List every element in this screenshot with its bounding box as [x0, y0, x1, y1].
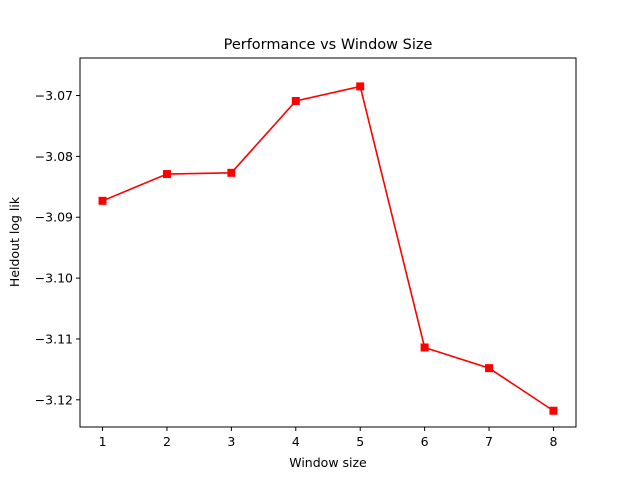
x-tick-label: 5 — [356, 434, 364, 449]
data-point-marker — [356, 82, 365, 91]
x-tick-label: 3 — [227, 434, 235, 449]
x-tick-label: 7 — [485, 434, 493, 449]
y-axis-label: Heldout log lik — [7, 196, 22, 287]
data-point-marker — [98, 196, 107, 205]
data-point-marker — [485, 364, 494, 373]
x-tick-label: 1 — [99, 434, 107, 449]
y-tick-label: −3.07 — [35, 88, 73, 103]
y-tick-label: −3.09 — [35, 210, 73, 225]
x-tick-label: 2 — [163, 434, 171, 449]
data-point-marker — [291, 97, 300, 106]
plot-area-frame — [79, 57, 577, 428]
y-tick-label: −3.12 — [35, 392, 73, 407]
y-tick-label: −3.10 — [35, 271, 73, 286]
x-axis-ticks: 1 2 3 4 5 6 7 8 — [99, 427, 557, 449]
x-tick-label: 4 — [292, 434, 300, 449]
y-tick-label: −3.11 — [35, 331, 73, 346]
y-axis-ticks: −3.07 −3.08 −3.09 −3.10 −3.11 −3.12 — [35, 88, 80, 407]
chart-title: Performance vs Window Size — [224, 37, 433, 53]
data-point-marker — [162, 170, 171, 179]
data-point-marker — [420, 343, 429, 352]
x-tick-label: 6 — [421, 434, 429, 449]
x-tick-label: 8 — [549, 434, 557, 449]
series-line — [102, 85, 554, 412]
y-tick-label: −3.08 — [35, 149, 73, 164]
data-point-marker — [549, 406, 558, 415]
data-point-marker — [227, 168, 236, 177]
series-layer — [98, 82, 558, 415]
x-axis-label: Window size — [289, 455, 367, 470]
